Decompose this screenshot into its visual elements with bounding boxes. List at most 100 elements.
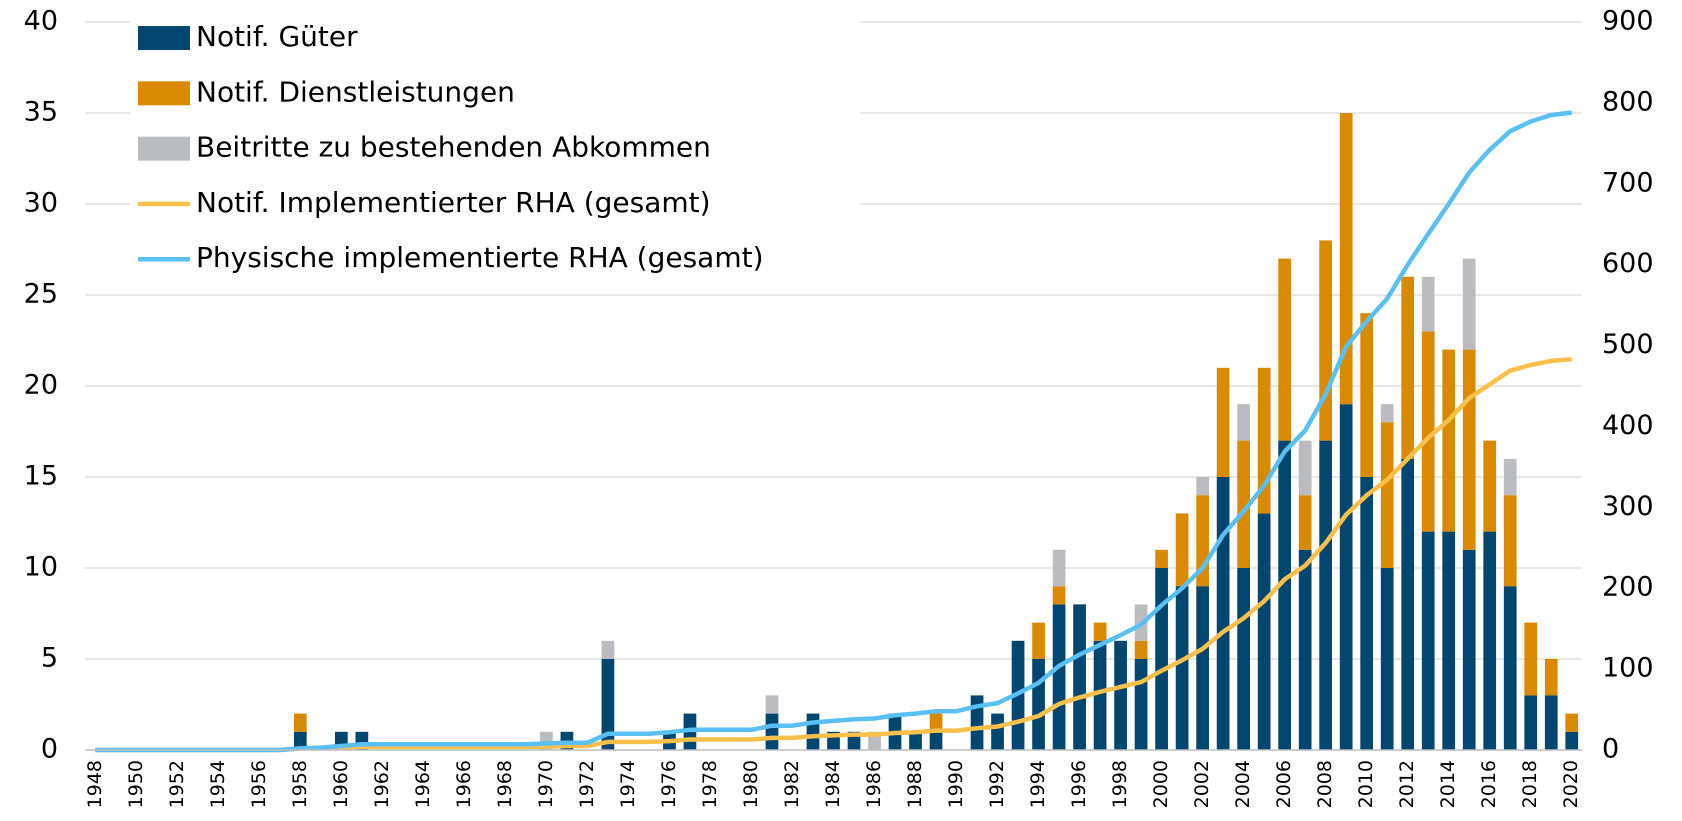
bar <box>1052 586 1066 605</box>
legend-swatch <box>138 81 190 106</box>
bar <box>1401 276 1415 459</box>
bar <box>909 731 922 750</box>
x-tick-label: 1954 <box>207 760 229 808</box>
y2-tick-label: 800 <box>1602 86 1654 117</box>
bar <box>1360 477 1374 750</box>
x-tick-label: 2008 <box>1314 760 1336 808</box>
y2-tick-label: 500 <box>1602 329 1654 360</box>
bar <box>1360 313 1374 477</box>
bar <box>991 713 1004 750</box>
x-tick-label: 1972 <box>576 760 598 808</box>
bar <box>1339 404 1353 750</box>
bar <box>1462 549 1476 750</box>
legend-label: Beitritte zu bestehenden Abkommen <box>196 131 711 164</box>
bar <box>1196 477 1209 496</box>
x-tick-label: 2002 <box>1191 760 1213 808</box>
x-tick-label: 1978 <box>699 760 721 808</box>
bar <box>1114 640 1127 750</box>
bar <box>1483 440 1497 532</box>
y2-tick-label: 900 <box>1602 6 1654 37</box>
x-tick-label: 1948 <box>84 760 106 808</box>
bar <box>293 713 307 732</box>
x-tick-label: 1966 <box>453 760 475 808</box>
x-tick-label: 1962 <box>371 760 393 808</box>
x-tick-label: 2004 <box>1232 760 1254 808</box>
legend-swatch <box>138 136 190 161</box>
y-tick-label: 5 <box>41 643 58 674</box>
bar <box>1421 276 1435 332</box>
bar <box>765 713 779 750</box>
x-tick-label: 2020 <box>1560 760 1582 808</box>
legend-label: Physische implementierte RHA (gesamt) <box>196 241 764 274</box>
bar <box>1544 659 1558 696</box>
x-tick-label: 1970 <box>535 760 557 808</box>
y-tick-label: 40 <box>24 6 58 37</box>
bar <box>1298 440 1312 496</box>
x-tick-label: 1960 <box>330 760 352 808</box>
bar <box>1257 513 1271 750</box>
bar <box>1380 568 1394 750</box>
y2-tick-label: 700 <box>1602 167 1654 198</box>
bar <box>1216 477 1230 750</box>
bar <box>1298 495 1312 550</box>
y-tick-label: 0 <box>41 734 58 765</box>
x-tick-label: 1974 <box>617 760 639 808</box>
x-tick-label: 2016 <box>1478 760 1500 808</box>
legend-swatch <box>138 26 190 50</box>
bar <box>1134 640 1148 659</box>
bar <box>1524 622 1538 696</box>
x-tick-label: 1992 <box>986 760 1008 808</box>
bar <box>1175 513 1189 587</box>
bar <box>1319 440 1333 750</box>
y2-tick-label: 300 <box>1602 491 1654 522</box>
x-tick-label: 2018 <box>1519 760 1541 808</box>
bar <box>1278 440 1292 750</box>
bar <box>1401 458 1415 750</box>
bar <box>1093 640 1107 750</box>
bar <box>1237 404 1250 441</box>
y-tick-label: 20 <box>24 370 58 401</box>
bar <box>293 731 307 750</box>
y2-tick-label: 0 <box>1602 734 1619 765</box>
legend-background <box>130 0 860 272</box>
x-tick-label: 1996 <box>1068 760 1090 808</box>
bar <box>1032 659 1045 750</box>
bar <box>1503 495 1517 587</box>
bar <box>1237 568 1250 750</box>
bar <box>1483 531 1497 750</box>
x-tick-label: 2010 <box>1355 760 1377 808</box>
x-tick-label: 1956 <box>248 760 270 808</box>
bar <box>601 659 615 750</box>
bar <box>1093 622 1107 641</box>
x-tick-label: 1958 <box>289 760 311 808</box>
bar <box>1442 531 1456 750</box>
bar <box>1503 458 1517 496</box>
y-tick-label: 10 <box>24 552 58 583</box>
bar <box>1237 440 1250 568</box>
x-tick-label: 1988 <box>904 760 926 808</box>
bar <box>1565 713 1579 732</box>
bar <box>1442 349 1456 532</box>
bar <box>601 640 615 659</box>
legend-label: Notif. Implementierter RHA (gesamt) <box>196 186 711 219</box>
bar <box>1503 586 1517 750</box>
y2-tick-label: 100 <box>1602 653 1654 684</box>
x-tick-label: 2014 <box>1437 760 1459 808</box>
bar <box>1544 695 1558 750</box>
x-tick-label: 1990 <box>945 760 967 808</box>
bar <box>1421 331 1435 532</box>
bar <box>1216 367 1230 477</box>
x-tick-label: 2000 <box>1150 760 1172 808</box>
x-tick-label: 1982 <box>781 760 803 808</box>
x-tick-label: 1950 <box>125 760 147 808</box>
bar <box>1175 586 1189 750</box>
x-tick-label: 1984 <box>822 760 844 808</box>
y-tick-label: 15 <box>24 461 58 492</box>
y2-tick-label: 400 <box>1602 410 1654 441</box>
bar <box>1134 659 1148 750</box>
y-tick-label: 25 <box>24 279 58 310</box>
bar <box>929 713 943 732</box>
x-tick-label: 1968 <box>494 760 516 808</box>
